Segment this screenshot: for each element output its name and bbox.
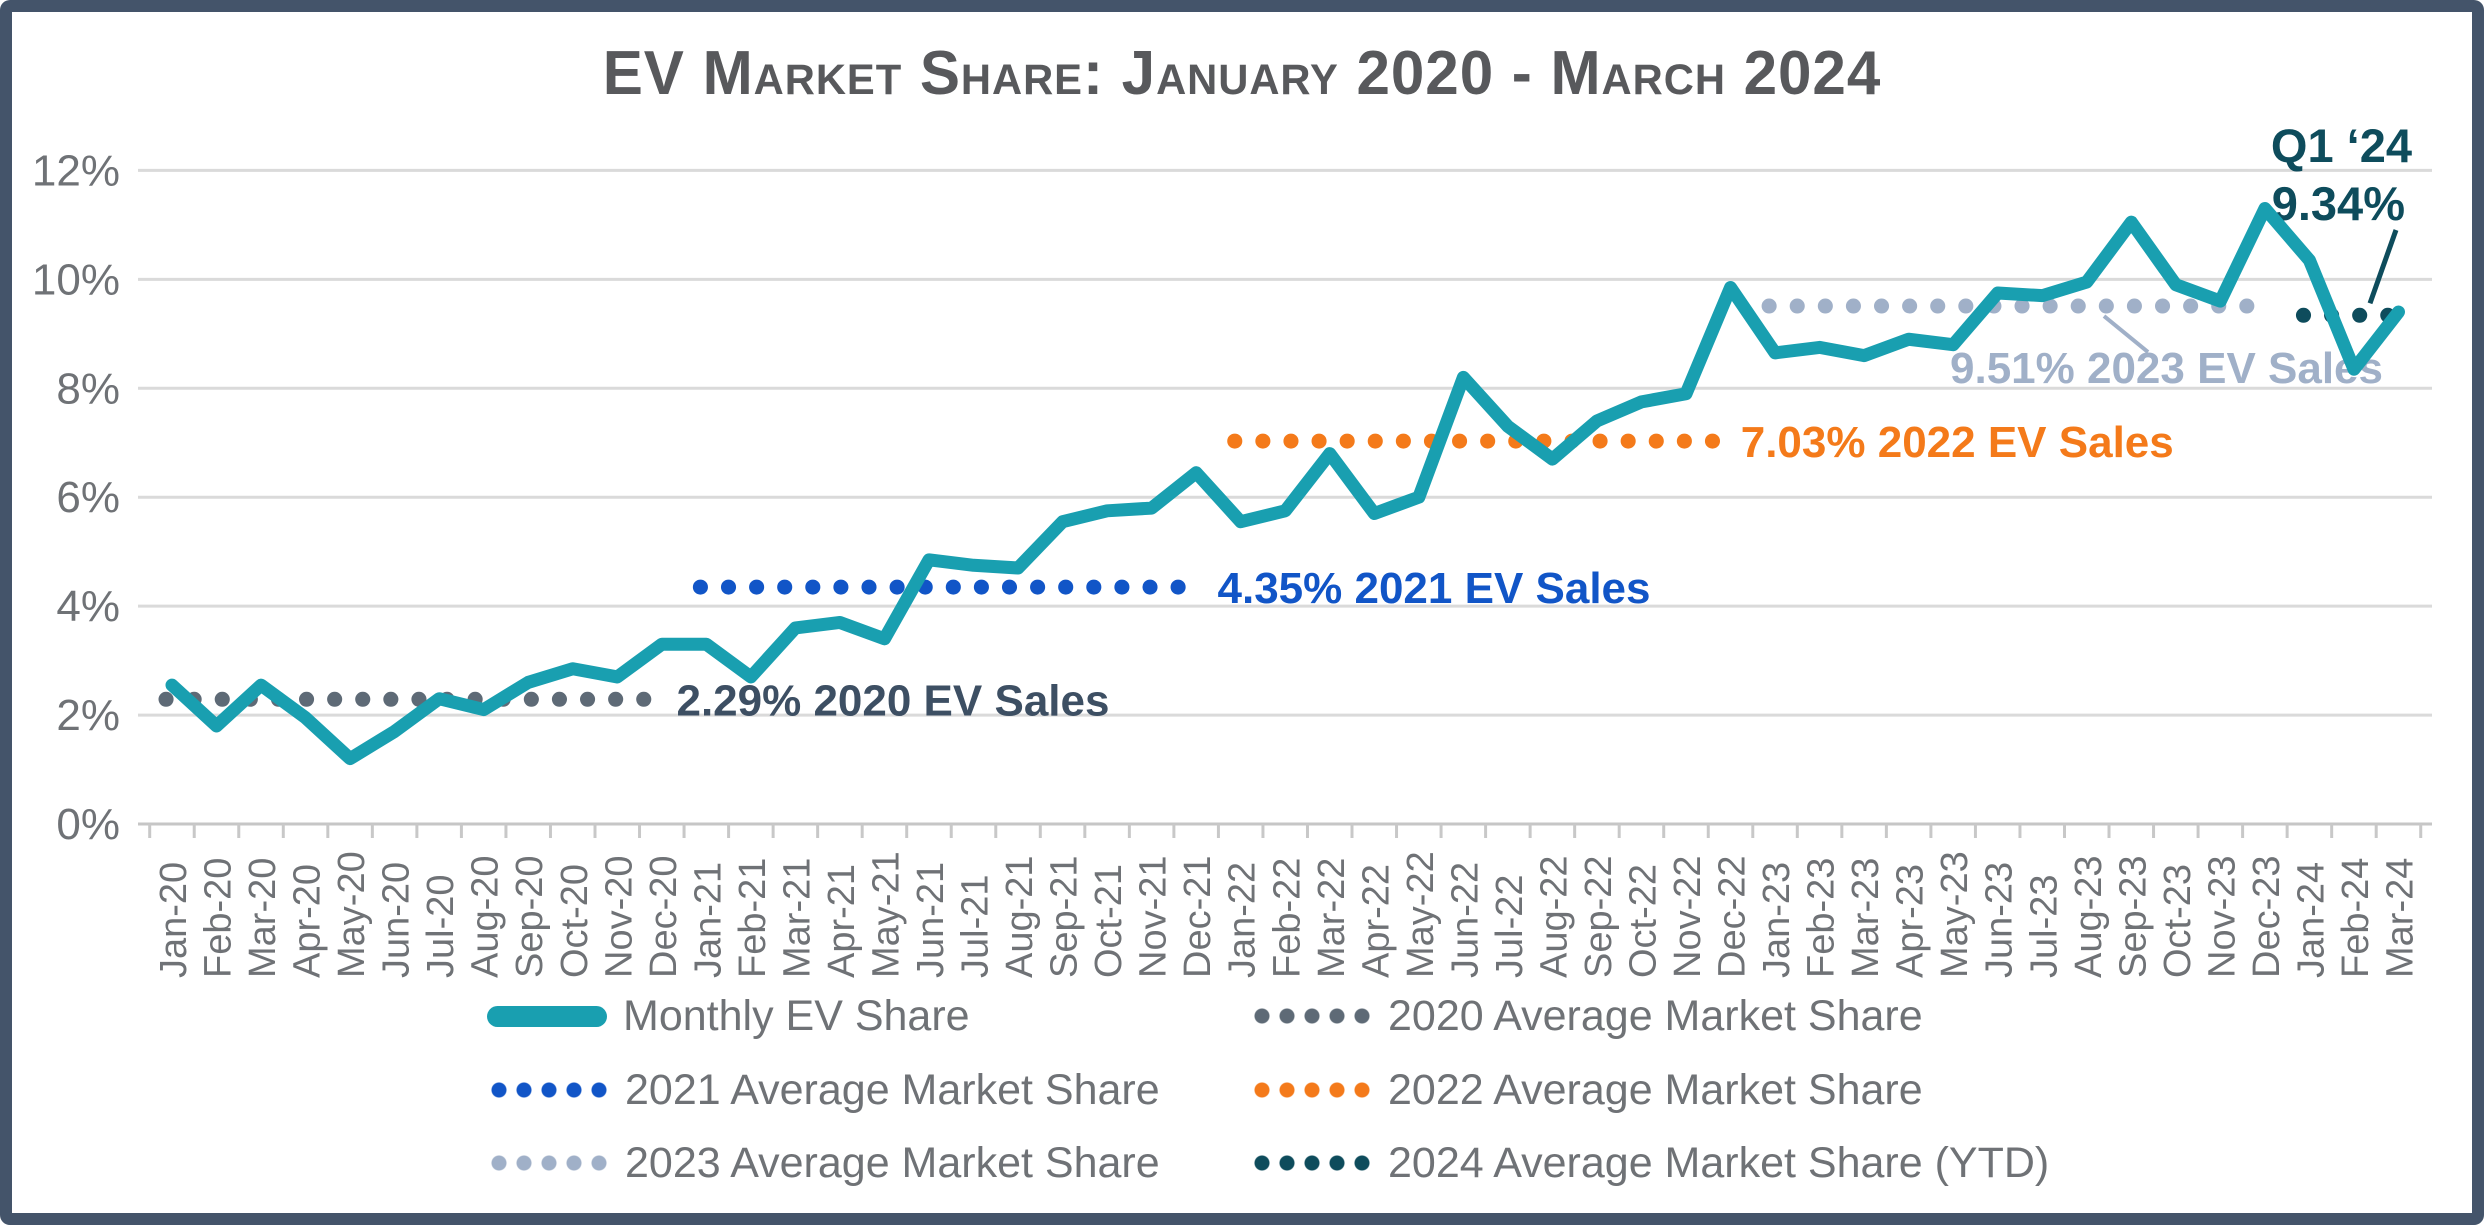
x-axis-label: Jun-21: [910, 862, 952, 978]
average-line-label: 9.51% 2023 EV Sales: [1950, 344, 2383, 393]
x-axis-label: May-21: [865, 851, 907, 978]
x-axis-label: Dec-21: [1177, 856, 1219, 979]
x-axis-label: Sep-23: [2112, 855, 2154, 978]
x-axis-label: Feb-21: [732, 858, 774, 978]
y-axis-label: 8%: [56, 364, 120, 413]
y-axis-label: 4%: [56, 582, 120, 631]
x-axis-label: Dec-20: [643, 856, 685, 979]
x-axis-label: Jun-23: [1979, 862, 2021, 978]
x-axis-label: Aug-20: [465, 855, 507, 978]
x-axis-label: Mar-20: [242, 858, 284, 978]
x-axis-label: Mar-24: [2380, 858, 2422, 978]
x-axis-label: Nov-20: [598, 856, 640, 979]
x-axis-label: Jan-20: [153, 862, 195, 978]
x-axis-label: Oct-20: [554, 864, 596, 978]
annotation-q1-24: Q1 ‘24: [2271, 119, 2412, 172]
y-axis-label: 10%: [32, 255, 120, 304]
x-axis-label: Dec-23: [2246, 856, 2288, 979]
x-axis-label: Feb-22: [1266, 858, 1308, 978]
x-axis-label: May-22: [1400, 851, 1442, 978]
page-title: EV Market Share: January 2020 - March 20…: [602, 39, 1882, 108]
x-axis-label: Apr-21: [821, 864, 863, 978]
x-axis-label: Aug-21: [999, 855, 1041, 978]
y-axis-label: 0%: [56, 800, 120, 849]
x-axis-label: Sep-21: [1044, 855, 1086, 978]
y-axis-label: 2%: [56, 691, 120, 740]
y-axis-label: 6%: [56, 473, 120, 522]
x-axis-label: Nov-22: [1667, 856, 1709, 979]
annotation-leader-line: [2367, 229, 2399, 305]
x-axis-label: Nov-21: [1133, 856, 1175, 979]
x-axis-label: Feb-20: [198, 858, 240, 978]
x-axis-label: Apr-22: [1355, 864, 1397, 978]
x-axis-label: Jul-23: [2023, 875, 2065, 979]
x-axis-label: Aug-23: [2068, 855, 2110, 978]
average-line-label: 2.29% 2020 EV Sales: [676, 676, 1109, 725]
x-axis-label: Oct-23: [2157, 864, 2199, 978]
x-axis-label: Mar-21: [776, 858, 818, 978]
x-axis-label: Nov-23: [2201, 856, 2243, 979]
x-axis-label: Jan-24: [2290, 862, 2332, 978]
x-axis-label: Jan-21: [687, 862, 729, 978]
x-axis-label: Feb-23: [1801, 858, 1843, 978]
x-axis-label: Apr-20: [287, 864, 329, 978]
x-axis-label: Jan-23: [1756, 862, 1798, 978]
x-axis-label: May-23: [1934, 851, 1976, 978]
y-axis-label: 12%: [32, 146, 120, 195]
x-axis-label: Sep-22: [1578, 855, 1620, 978]
x-axis-label: Apr-23: [1890, 864, 1932, 978]
x-axis-label: May-20: [331, 851, 373, 978]
x-axis-label: Feb-24: [2335, 858, 2377, 978]
x-axis-label: Dec-22: [1712, 856, 1754, 979]
x-axis-label: Sep-20: [509, 855, 551, 978]
average-line-label: 4.35% 2021 EV Sales: [1218, 564, 1651, 613]
x-axis-label: Jul-20: [420, 875, 462, 979]
x-axis-label: Jul-22: [1489, 875, 1531, 979]
x-axis-label: Oct-21: [1088, 864, 1130, 978]
x-axis-label: Jul-21: [955, 875, 997, 979]
annotation-value: 9.34%: [2272, 177, 2405, 230]
x-axis-label: Jan-22: [1222, 862, 1264, 978]
monthly-ev-share-line: [165, 202, 2405, 766]
x-axis-label: Mar-22: [1311, 858, 1353, 978]
label-leader-line: [2102, 314, 2150, 354]
x-axis-label: Mar-23: [1845, 858, 1887, 978]
x-axis-label: Aug-22: [1533, 855, 1575, 978]
x-axis-label: Jun-22: [1444, 862, 1486, 978]
x-axis-label: Oct-22: [1622, 864, 1664, 978]
x-axis-label: Jun-20: [376, 862, 418, 978]
average-line-label: 7.03% 2022 EV Sales: [1741, 418, 2174, 467]
